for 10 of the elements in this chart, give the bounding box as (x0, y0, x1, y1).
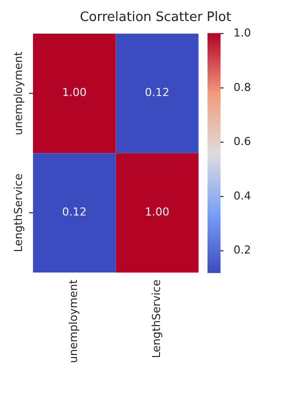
color-bar-label: 1.0 (234, 26, 252, 40)
color-bar-label: 0.6 (234, 135, 252, 148)
chart-title: Correlation Scatter Plot (80, 10, 232, 26)
color-bar-label: 0.2 (234, 244, 252, 257)
data-label: 1.00 (144, 206, 170, 219)
data-label: 0.12 (144, 86, 170, 100)
data-label: 1.00 (62, 86, 87, 100)
color-bar-label: 0.4 (234, 189, 252, 202)
color-bar-label: 0.8 (234, 80, 252, 94)
data-label: 0.12 (62, 206, 87, 219)
